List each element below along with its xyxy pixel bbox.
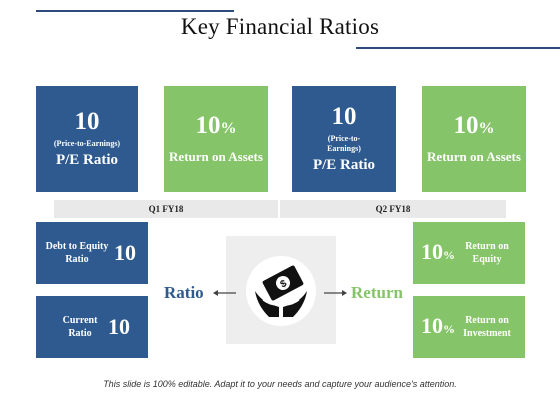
return-word: Return (351, 283, 403, 302)
top-right-rule (356, 47, 560, 49)
current-ratio-tile: Current Ratio 10 (36, 296, 148, 358)
page-title: Key Financial Ratios (180, 14, 380, 39)
pe-note: (Price-to-Earnings) (327, 134, 361, 153)
roa-value-line: 10% (454, 113, 495, 142)
roa-label: Return on Assets (427, 149, 521, 164)
money-in-hands-icon: $ (245, 255, 317, 327)
pe-ratio-tile-q2: 10 (Price-to-Earnings) P/E Ratio (292, 86, 396, 192)
return-on-equity-tile: 10% Return on Equity (413, 222, 525, 284)
return-on-assets-tile-q2: 10% Return on Assets (422, 86, 526, 192)
return-on-assets-tile-q1: 10% Return on Assets (164, 86, 268, 192)
roa-value: 10 (195, 112, 221, 139)
svg-text:$: $ (279, 278, 289, 291)
pe-note: (Price-to-Earnings) (53, 139, 121, 148)
debt-to-equity-tile: Debt to Equity Ratio 10 (36, 222, 148, 284)
left-arrow-icon (212, 286, 238, 298)
ratio-word: Ratio (164, 283, 204, 302)
period-bar-q2: Q2 FY18 (280, 200, 506, 218)
pe-label: P/E Ratio (55, 152, 119, 168)
period-bar-q1: Q1 FY18 (54, 200, 278, 218)
pe-ratio-tile-q1: 10 (Price-to-Earnings) P/E Ratio (36, 86, 138, 192)
roe-label: Return on Equity (465, 241, 509, 265)
pe-value: 10 (331, 103, 357, 130)
roi-label: Return on Investment (463, 315, 511, 339)
roi-value-line: 10% (421, 312, 455, 340)
roe-value: 10 (421, 238, 443, 264)
roa-value: 10 (453, 112, 479, 139)
roi-unit: % (443, 321, 455, 336)
return-on-investment-tile: 10% Return on Investment (413, 296, 525, 358)
roe-value-line: 10% (421, 238, 455, 266)
roi-value: 10 (421, 312, 443, 338)
roa-unit: % (220, 120, 237, 137)
roa-label: Return on Assets (169, 149, 263, 164)
top-left-rule (36, 10, 234, 12)
right-arrow-icon (322, 286, 348, 298)
roe-unit: % (443, 247, 455, 262)
current-ratio-label: Current Ratio (62, 315, 98, 339)
pe-label: P/E Ratio (312, 157, 376, 173)
current-ratio-value: 10 (108, 314, 130, 339)
roa-unit: % (478, 120, 495, 137)
roa-value-line: 10% (196, 113, 237, 142)
debt-to-equity-value: 10 (114, 240, 136, 265)
pe-value: 10 (74, 108, 100, 135)
footer-note: This slide is 100% editable. Adapt it to… (103, 379, 457, 389)
debt-to-equity-label: Debt to Equity Ratio (45, 241, 109, 265)
